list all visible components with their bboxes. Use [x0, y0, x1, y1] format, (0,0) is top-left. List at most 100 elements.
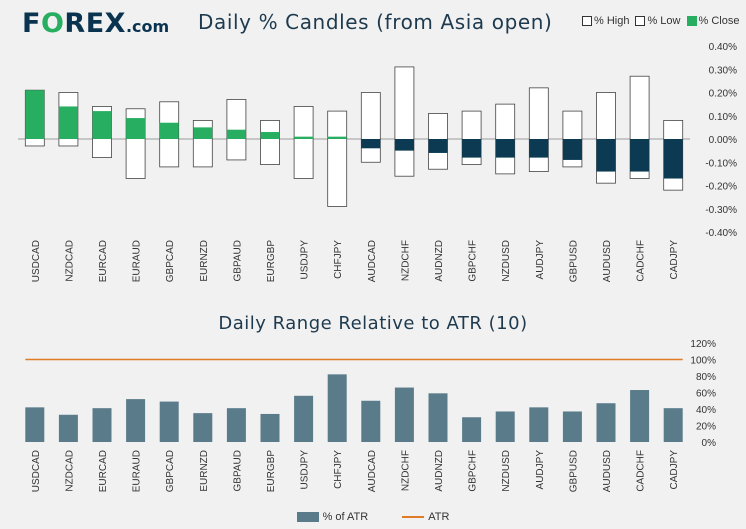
candles-xlabel-euraud: EURAUD — [132, 240, 143, 282]
candles-ytick-2: 0.20% — [709, 89, 737, 100]
candle-range-chfjpy — [327, 110, 348, 207]
candles-ytick-4: 0.00% — [709, 135, 737, 146]
candles-xlabel-audusd: AUDUSD — [602, 240, 613, 282]
candle-close-gbpchf — [462, 139, 482, 158]
candles-xlabel-eurgbp: EURGBP — [266, 240, 277, 283]
candle-close-usdjpy — [294, 136, 314, 139]
atr-bar-cadjpy — [663, 408, 683, 442]
candle-close-nzdusd — [495, 139, 515, 158]
atr-bar-eurcad — [92, 408, 112, 442]
candles-xlabel-eurcad: EURCAD — [98, 240, 109, 282]
candles-xlabel-chfjpy: CHFJPY — [333, 240, 344, 279]
candle-range-usdjpy — [293, 106, 314, 179]
candles-xlabel-nzdusd: NZDUSD — [501, 240, 512, 282]
atr-xlabel-audcad: AUDCAD — [367, 450, 378, 492]
candle-close-gbpaud — [226, 129, 246, 139]
atr-ytick-2: 80% — [696, 372, 716, 383]
atr-bar-nzdcad — [58, 414, 78, 442]
candles-legend: % High % Low % Close — [582, 15, 739, 27]
candles-chart-title: Daily % Candles (from Asia open) — [198, 10, 553, 34]
candles-xlabel-nzdcad: NZDCAD — [64, 240, 75, 282]
candles-xlabel-gbpaud: GBPAUD — [232, 240, 243, 282]
legend-high-swatch — [582, 16, 592, 26]
candle-close-gbpusd — [562, 139, 582, 160]
atr-xlabel-euraud: EURAUD — [132, 450, 143, 492]
atr-bar-gbpaud — [226, 408, 246, 442]
legend-low-swatch — [635, 16, 646, 26]
candle-close-audusd — [596, 139, 616, 172]
atr-xlabel-gbpusd: GBPUSD — [568, 450, 579, 492]
atr-bar-nzdusd — [495, 411, 515, 442]
atr-bar-nzdchf — [394, 387, 414, 442]
candles-xlabel-usdjpy: USDJPY — [300, 240, 311, 280]
candles-ytick-3: 0.10% — [709, 112, 737, 123]
candle-range-audcad — [360, 92, 381, 163]
atr-xlabel-nzdcad: NZDCAD — [64, 450, 75, 492]
candles-ytick-1: 0.30% — [709, 65, 737, 76]
candles-xlabel-cadchf: CADCHF — [636, 240, 647, 282]
atr-xlabel-usdjpy: USDJPY — [300, 450, 311, 490]
atr-ytick-6: 0% — [702, 438, 717, 449]
candle-close-nzdcad — [58, 106, 78, 139]
atr-bar-audusd — [596, 403, 616, 442]
atr-ytick-3: 60% — [696, 389, 716, 400]
atr-xlabel-usdcad: USDCAD — [31, 450, 42, 492]
candle-range-eurgbp — [260, 120, 280, 165]
atr-xlabel-gbpchf: GBPCHF — [468, 450, 479, 492]
candle-close-cadjpy — [663, 139, 683, 179]
legend-pct-atr: % of ATR — [296, 511, 368, 523]
candles-xlabel-audjpy: AUDJPY — [535, 240, 546, 280]
legend-pct-atr-swatch — [296, 512, 319, 522]
candle-range-audjpy — [528, 87, 549, 172]
candle-close-gbpcad — [159, 122, 179, 139]
atr-bar-usdcad — [25, 407, 45, 442]
atr-xlabel-eurnzd: EURNZD — [199, 450, 210, 492]
candle-close-eurcad — [92, 111, 112, 139]
atr-xlabel-chfjpy: CHFJPY — [333, 450, 344, 489]
candle-close-audnzd — [428, 139, 448, 153]
atr-xlabel-gbpcad: GBPCAD — [165, 450, 176, 492]
candles-xlabel-gbpusd: GBPUSD — [568, 240, 579, 282]
candles-xlabel-gbpchf: GBPCHF — [468, 240, 479, 282]
atr-bar-eurnzd — [193, 413, 213, 442]
candles-xlabel-eurnzd: EURNZD — [199, 240, 210, 282]
candles-xlabel-nzdchf: NZDCHF — [400, 240, 411, 281]
candle-close-chfjpy — [327, 136, 347, 139]
atr-chart-title: Daily Range Relative to ATR (10) — [218, 313, 528, 334]
atr-bar-gbpchf — [462, 417, 482, 442]
atr-bar-audnzd — [428, 393, 448, 442]
candles-xlabel-usdcad: USDCAD — [31, 240, 42, 282]
forex-logo: FOREX.com — [22, 8, 170, 39]
atr-xlabel-nzdchf: NZDCHF — [400, 450, 411, 491]
candle-close-cadchf — [630, 139, 650, 172]
candles-ytick-0: 0.40% — [709, 42, 737, 53]
candles-xlabel-audcad: AUDCAD — [367, 240, 378, 282]
candle-close-euraud — [126, 118, 146, 139]
atr-bar-gbpcad — [159, 401, 179, 442]
candles-xlabel-cadjpy: CADJPY — [669, 240, 680, 280]
legend-low: % Low — [635, 15, 681, 27]
candle-close-audcad — [361, 139, 381, 149]
candle-close-nzdchf — [394, 139, 414, 151]
legend-atr: ATR — [402, 511, 449, 523]
candles-xlabel-gbpcad: GBPCAD — [165, 240, 176, 282]
atr-xlabel-audjpy: AUDJPY — [535, 450, 546, 490]
atr-legend: % of ATR ATR — [0, 511, 746, 523]
atr-bar-cadchf — [630, 390, 650, 442]
atr-bar-audcad — [361, 400, 381, 442]
candles-ytick-8: -0.40% — [705, 228, 737, 239]
candle-range-nzdchf — [394, 66, 415, 177]
atr-bar-audjpy — [529, 407, 549, 442]
atr-xlabel-cadchf: CADCHF — [636, 450, 647, 492]
atr-xlabel-audusd: AUDUSD — [602, 450, 613, 492]
atr-xlabel-audnzd: AUDNZD — [434, 450, 445, 492]
legend-close: % Close — [686, 15, 739, 27]
atr-bar-eurgbp — [260, 413, 280, 442]
atr-xlabel-eurcad: EURCAD — [98, 450, 109, 492]
atr-xlabel-eurgbp: EURGBP — [266, 450, 277, 493]
legend-close-swatch — [686, 16, 697, 26]
candles-ytick-5: -0.10% — [705, 158, 737, 169]
candles-ytick-6: -0.20% — [705, 182, 737, 193]
candle-close-audjpy — [529, 139, 549, 158]
atr-xlabel-cadjpy: CADJPY — [669, 450, 680, 490]
